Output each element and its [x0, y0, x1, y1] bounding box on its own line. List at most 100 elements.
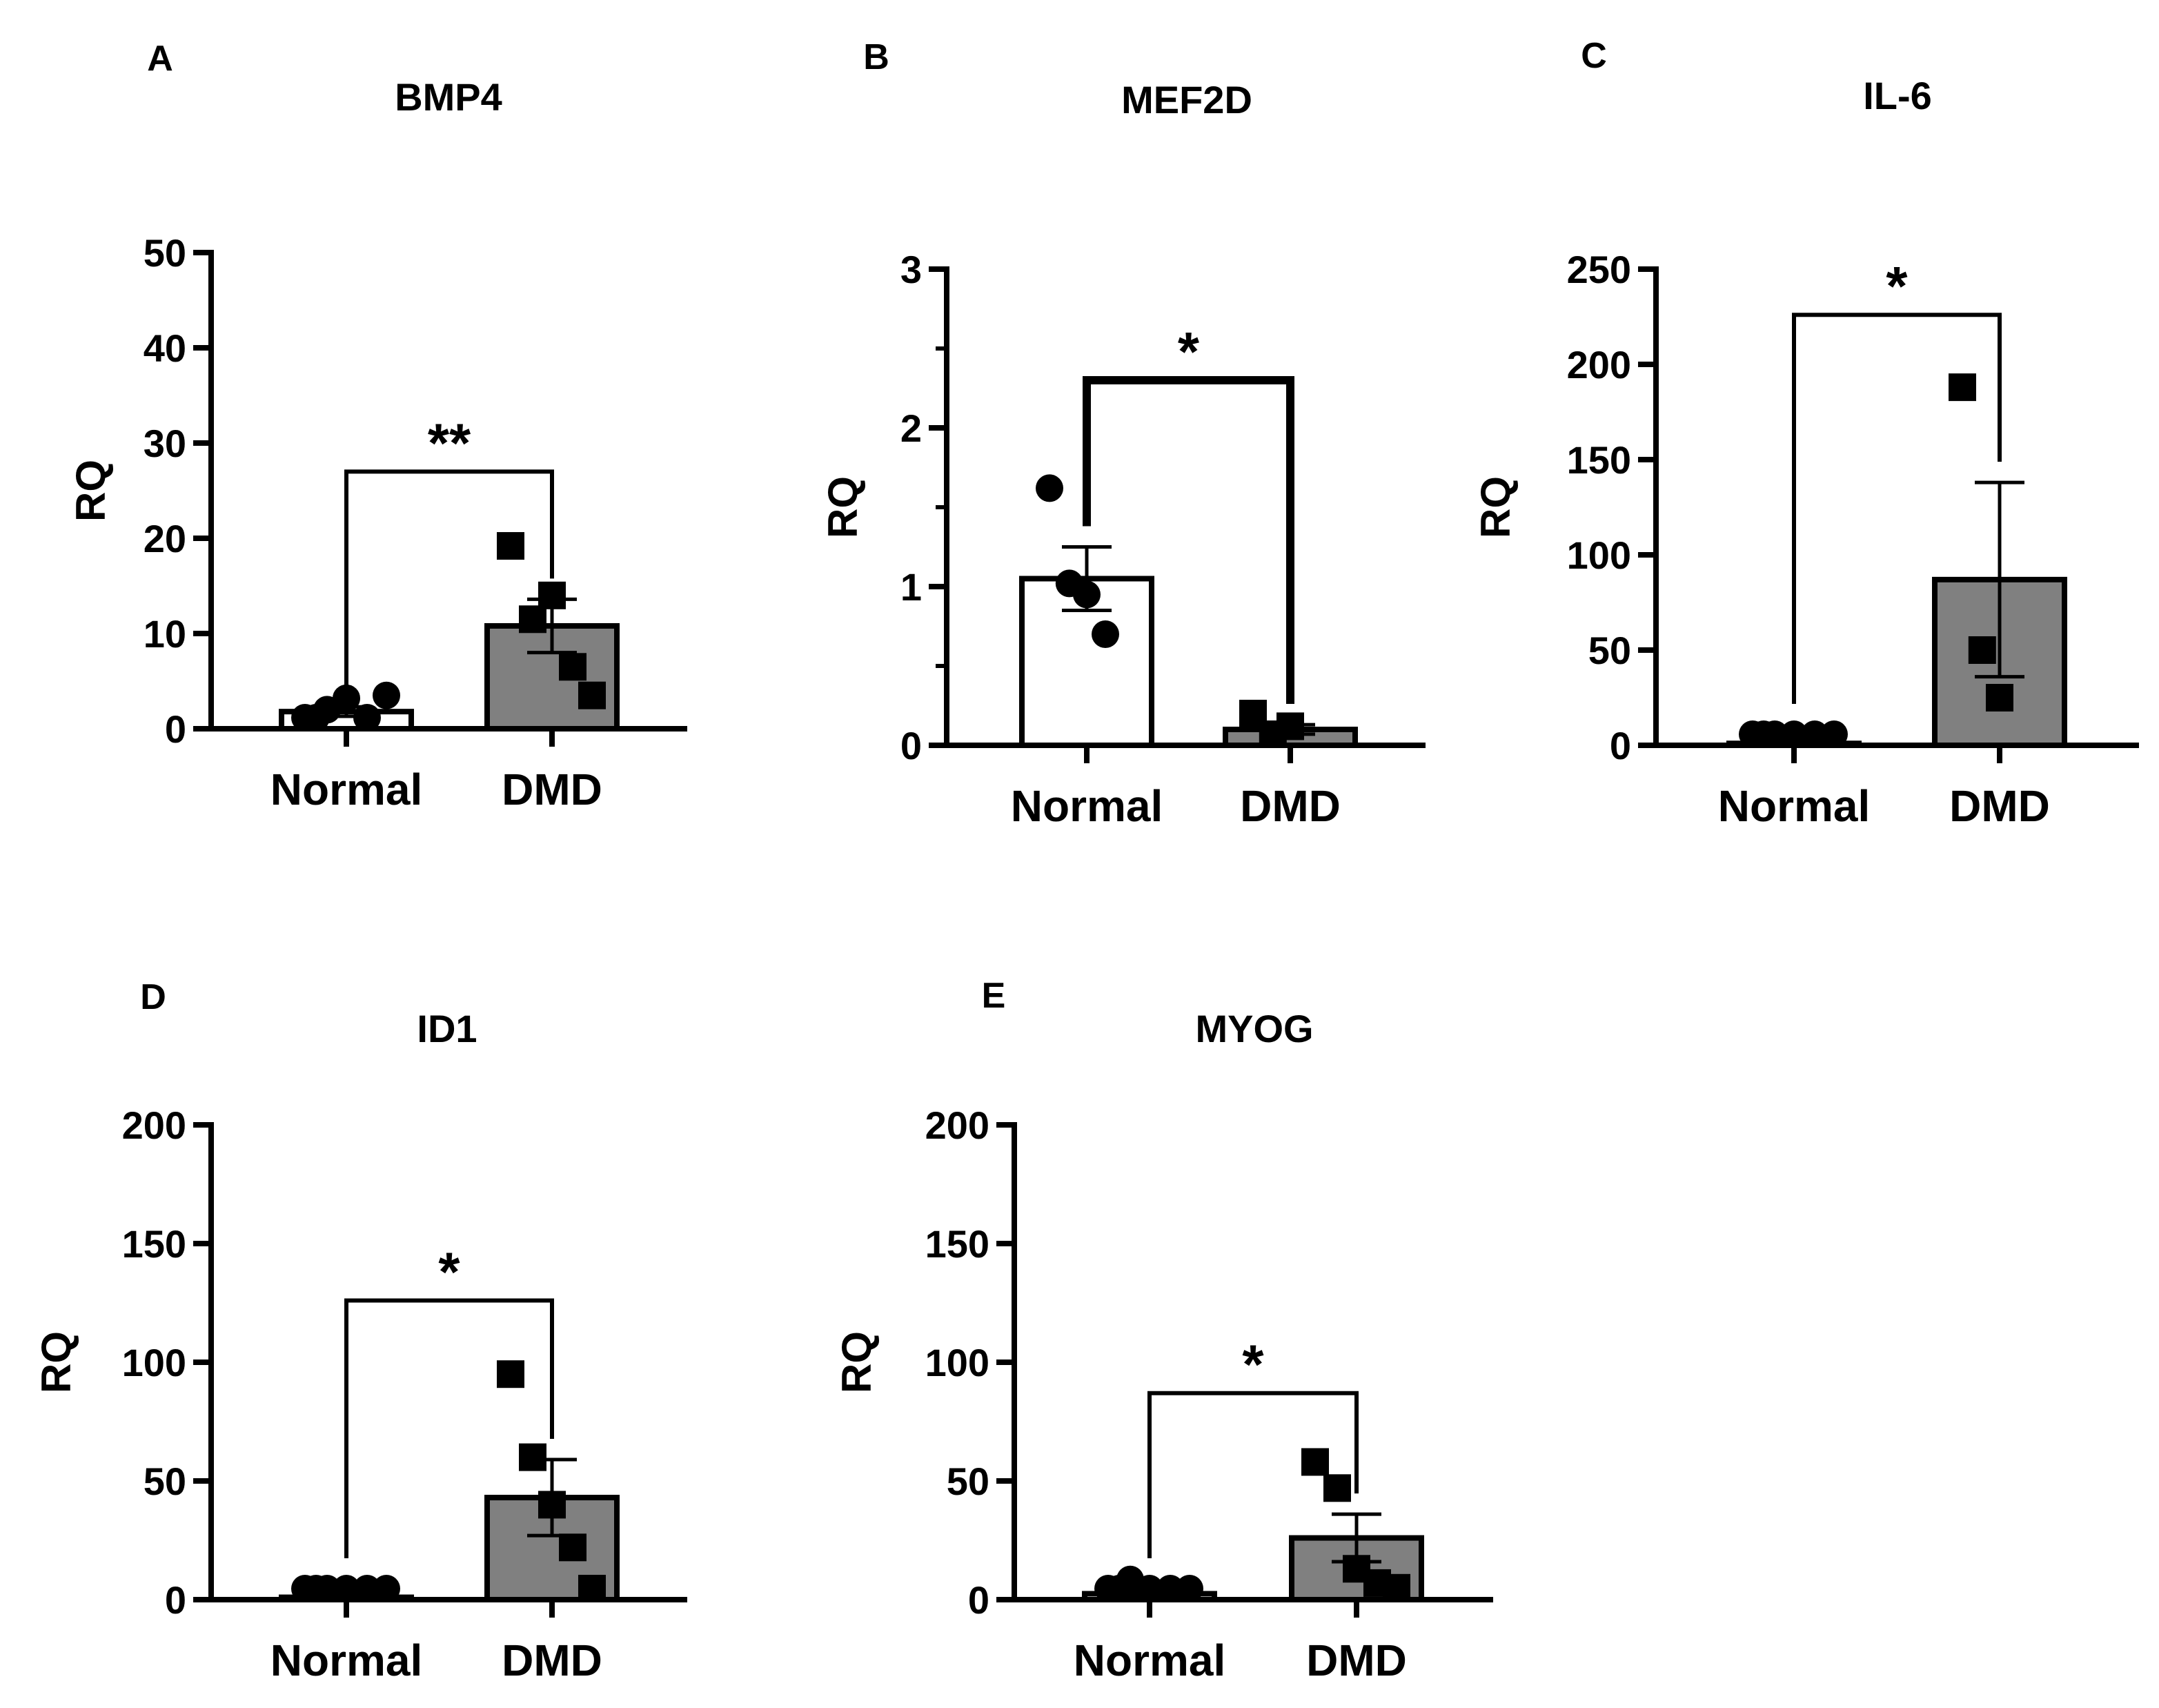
data-point-square	[538, 1491, 566, 1519]
data-point-square	[519, 1443, 546, 1471]
panel-a: A BMP4 RQ 0 10 20 30 40 50 Normal DMD **	[68, 39, 687, 814]
chart-title: ID1	[417, 1007, 477, 1050]
y-tick-label: 100	[1567, 533, 1631, 577]
data-point-circle	[302, 1575, 330, 1602]
x-tick-label-dmd: DMD	[1240, 781, 1341, 831]
panel-letter: D	[140, 977, 166, 1017]
y-tick-label: 0	[165, 707, 186, 751]
data-point-square	[559, 1533, 586, 1562]
y-axis-label: RQ	[834, 1331, 880, 1393]
data-point-circle	[1176, 1575, 1203, 1602]
data-point-square	[1323, 1474, 1351, 1502]
significance-bracket	[1147, 1391, 1359, 1558]
data-point-square	[497, 532, 524, 560]
y-tick-label: 150	[122, 1222, 186, 1266]
data-point-square	[1276, 712, 1304, 740]
data-point-circle	[1156, 1575, 1184, 1602]
x-tick-label-dmd: DMD	[502, 1636, 602, 1685]
significance-label: *	[1886, 255, 1908, 317]
data-point-square	[559, 653, 586, 681]
chart-title: MEF2D	[1121, 78, 1252, 121]
data-point-circle	[333, 684, 360, 712]
data-point-circle	[373, 1575, 400, 1602]
panel-letter: E	[982, 976, 1006, 1016]
y-tick-label: 50	[947, 1460, 989, 1503]
y-tick-label: 50	[144, 231, 186, 275]
data-point-circle	[1780, 720, 1808, 748]
significance-bracket	[1083, 376, 1294, 704]
y-tick-label: 200	[122, 1103, 186, 1147]
panel-d: D ID1 RQ 0 50 100 150 200 Normal DMD *	[33, 977, 687, 1685]
y-axis-label: RQ	[33, 1331, 79, 1393]
data-point-circle	[333, 1575, 360, 1602]
panel-letter: C	[1581, 36, 1607, 76]
data-point-square	[1383, 1573, 1410, 1602]
x-tick-label-dmd: DMD	[1306, 1636, 1407, 1685]
panel-b: B MEF2D RQ 0 1 2 3 Normal DMD *	[820, 37, 1426, 831]
y-tick-label: 250	[1567, 248, 1631, 291]
data-point-circle	[1136, 1575, 1163, 1602]
data-point-circle	[353, 1575, 381, 1602]
x-tick-label-normal: Normal	[1074, 1636, 1226, 1685]
significance-bracket	[1792, 313, 2002, 704]
significance-bracket	[344, 469, 554, 687]
data-point-circle	[1820, 720, 1848, 748]
y-tick-label: 150	[1567, 438, 1631, 482]
y-tick-label: 100	[122, 1341, 186, 1384]
data-point-square	[497, 1360, 524, 1388]
x-tick-label-normal: Normal	[1718, 781, 1871, 831]
y-tick-label: 1	[900, 565, 922, 609]
data-point-circle	[1105, 1575, 1133, 1602]
data-point-circle	[1801, 720, 1828, 748]
data-point-square	[538, 581, 566, 609]
y-tick-label: 0	[900, 724, 922, 767]
y-tick-label: 20	[144, 517, 186, 560]
panel-letter: A	[147, 39, 173, 79]
y-tick-label: 3	[900, 248, 922, 291]
data-point-square	[578, 681, 606, 709]
y-tick-label: 30	[144, 422, 186, 465]
y-tick-label: 100	[925, 1341, 989, 1384]
y-tick-label: 200	[1567, 343, 1631, 386]
chart-title: IL-6	[1863, 74, 1932, 117]
significance-label: *	[1242, 1334, 1264, 1395]
panel-c: C IL-6 RQ 0 50 100 150 200 250 Normal DMD *	[1472, 36, 2139, 831]
data-point-circle	[302, 704, 330, 732]
data-point-square	[578, 1575, 606, 1602]
panel-e: E MYOG RQ 0 50 100 150 200 Normal DMD *	[834, 976, 1493, 1685]
x-tick-label-dmd: DMD	[1949, 781, 2050, 831]
y-axis-label: RQ	[1472, 476, 1519, 538]
x-tick-label-normal: Normal	[270, 1636, 423, 1685]
significance-label: *	[438, 1241, 460, 1303]
data-point-square	[1968, 636, 1996, 664]
data-point-circle	[373, 681, 400, 709]
y-tick-label: 50	[144, 1460, 186, 1503]
y-tick-label: 40	[144, 326, 186, 370]
significance-label: **	[428, 412, 471, 473]
data-point-circle	[1036, 474, 1063, 502]
chart-title: MYOG	[1195, 1007, 1313, 1050]
y-tick-label: 0	[1610, 724, 1631, 767]
data-point-square	[1949, 373, 1976, 402]
panel-letter: B	[863, 37, 889, 77]
y-axis-label: RQ	[820, 476, 866, 538]
chart-title: BMP4	[395, 75, 502, 119]
data-point-square	[1986, 684, 2013, 711]
data-point-circle	[353, 704, 381, 732]
y-tick-label: 10	[144, 612, 186, 656]
y-tick-label: 0	[165, 1578, 186, 1622]
data-point-circle	[1092, 620, 1119, 648]
y-tick-label: 0	[968, 1578, 989, 1622]
y-axis-label: RQ	[68, 460, 114, 522]
data-point-circle	[1073, 580, 1101, 609]
y-tick-label: 150	[925, 1222, 989, 1266]
data-point-circle	[1750, 720, 1777, 748]
significance-bracket	[344, 1298, 554, 1558]
y-tick-label: 200	[925, 1103, 989, 1147]
data-point-square	[1301, 1448, 1329, 1476]
x-tick-label-normal: Normal	[270, 765, 423, 814]
x-tick-label-normal: Normal	[1011, 781, 1163, 831]
data-point-square	[519, 605, 546, 634]
y-tick-label: 2	[900, 406, 922, 450]
